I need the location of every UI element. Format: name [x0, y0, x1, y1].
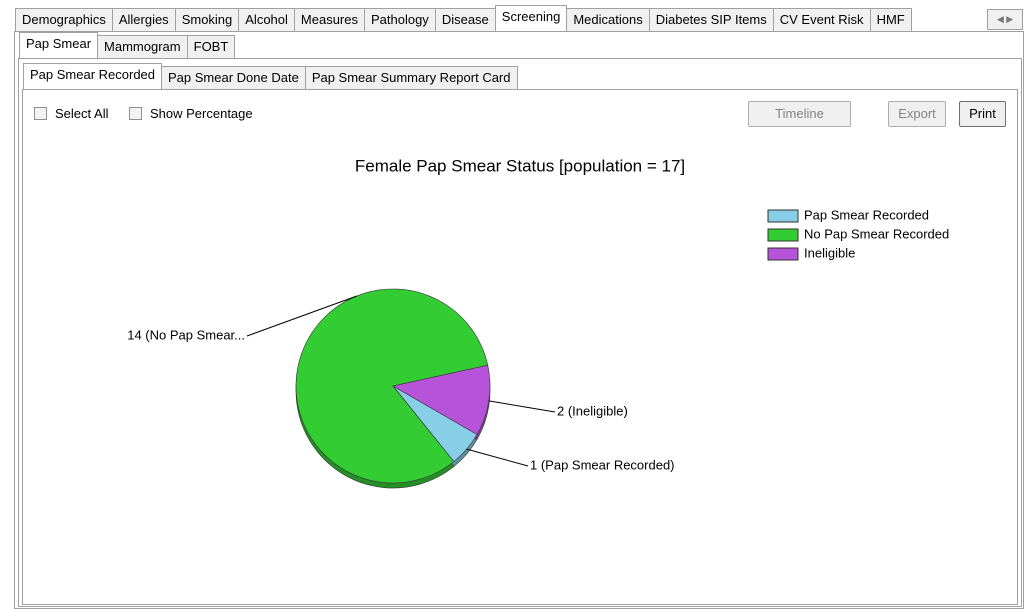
tab[interactable]: Pap Smear Recorded: [23, 63, 163, 89]
checkbox[interactable]: Show Percentage: [129, 106, 253, 121]
leader-line: [246, 295, 358, 337]
checkbox-label: Select All: [55, 106, 109, 121]
tab[interactable]: Alcohol: [238, 8, 295, 31]
leader-line: [488, 400, 556, 413]
report-panel: [22, 89, 1018, 605]
main-tabs: Demographics Allergies Smoking Alcohol Measu…: [15, 5, 912, 31]
button[interactable]: Print: [959, 101, 1006, 127]
report-tabs: Pap Smear Recorded Pap Smear Done Date Pap…: [23, 63, 518, 89]
tab[interactable]: Smoking: [174, 8, 240, 31]
legend-swatch: [767, 247, 799, 261]
checkbox-box[interactable]: [129, 107, 142, 120]
tab[interactable]: Pap Smear Summary Report Card: [304, 66, 518, 89]
pie-slice: [295, 288, 489, 484]
tab[interactable]: Pathology: [363, 8, 436, 31]
tab[interactable]: Disease: [434, 8, 496, 31]
checkbox[interactable]: Select All: [34, 106, 108, 121]
tab[interactable]: Allergies: [111, 8, 176, 31]
leader-line: [466, 448, 529, 467]
legend-swatch: [767, 209, 799, 223]
chart-title: Female Pap Smear Status [population = 17…: [355, 156, 685, 175]
legend-label: No Pap Smear Recorded: [804, 226, 949, 241]
checkbox-box[interactable]: [34, 107, 47, 120]
tab[interactable]: Pap Smear: [19, 32, 99, 58]
legend-swatch: [767, 228, 799, 242]
tab[interactable]: Pap Smear Done Date: [161, 66, 306, 89]
data-label: 14 (No Pap Smear...: [127, 327, 245, 342]
pie-slice: [392, 364, 491, 435]
data-label: 2 (Ineligible): [557, 403, 628, 418]
sub-tabs: Pap Smear Mammogram FOBT: [19, 32, 236, 58]
button[interactable]: Export: [888, 101, 946, 127]
legend-label: Ineligible: [804, 245, 855, 260]
tab[interactable]: Diabetes SIP Items: [648, 8, 774, 31]
tab[interactable]: Screening: [494, 5, 568, 31]
tab[interactable]: Demographics: [15, 8, 113, 31]
button[interactable]: Timeline: [748, 101, 851, 127]
tab[interactable]: Measures: [293, 8, 365, 31]
tab[interactable]: HMF: [869, 8, 912, 31]
tab-scroll[interactable]: ◀ ▶: [987, 9, 1023, 30]
legend-label: Pap Smear Recorded: [804, 207, 929, 222]
checkbox-label: Show Percentage: [150, 106, 253, 121]
tab[interactable]: CV Event Risk: [772, 8, 871, 31]
tab[interactable]: Medications: [566, 8, 650, 31]
tab[interactable]: FOBT: [186, 35, 236, 58]
data-label: 1 (Pap Smear Recorded): [530, 457, 675, 472]
